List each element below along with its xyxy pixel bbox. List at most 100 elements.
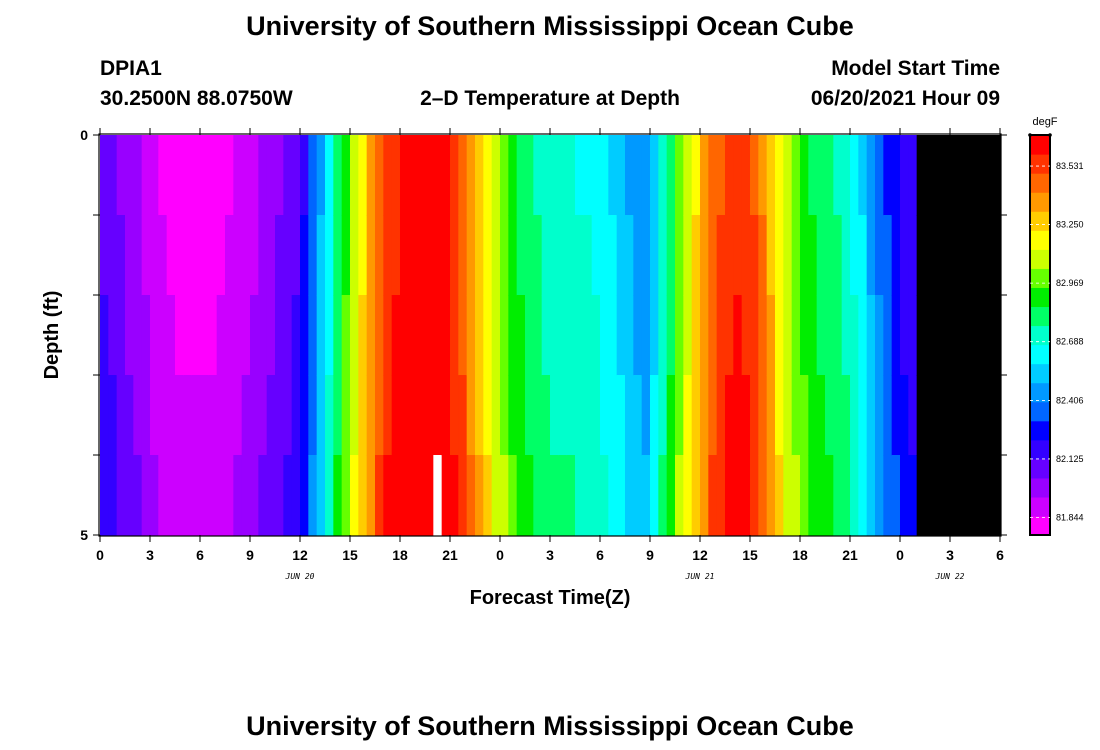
heatmap-cell (875, 375, 884, 456)
heatmap-cell (991, 455, 1001, 536)
heatmap-cell (825, 375, 834, 456)
heatmap-cell (891, 295, 901, 376)
heatmap-cell (733, 375, 743, 456)
heatmap-cell (266, 455, 276, 536)
heatmap-cell (641, 135, 651, 216)
heatmap-cell (858, 215, 868, 296)
heatmap-cell (275, 215, 284, 296)
heatmap-cell (800, 295, 809, 376)
heatmap-cell (358, 375, 368, 456)
heatmap-cell (800, 135, 809, 216)
heatmap-cell (475, 295, 484, 376)
heatmap-cell (758, 295, 768, 376)
heatmap-cell (825, 455, 834, 536)
heatmap-cell (133, 455, 143, 536)
heatmap-cell (791, 455, 801, 536)
heatmap-cell (666, 215, 676, 296)
heatmap-cell (691, 375, 701, 456)
heatmap-cell (191, 215, 201, 296)
heatmap-cell (783, 455, 793, 536)
heatmap-cell (616, 215, 626, 296)
heatmap-cell (975, 375, 984, 456)
heatmap-cell (691, 295, 701, 376)
heatmap-cell (300, 375, 309, 456)
heatmap-cell (133, 135, 143, 216)
heatmap-cell (141, 135, 151, 216)
heatmap-cell (366, 135, 376, 216)
heatmap-cell (383, 135, 393, 216)
heatmap-cell (983, 135, 993, 216)
chart-title: University of Southern Mississippi Ocean… (246, 11, 854, 41)
heatmap-cell (825, 215, 834, 296)
heatmap-cell (408, 215, 418, 296)
heatmap-cell (633, 295, 643, 376)
heatmap-cell (741, 455, 751, 536)
heatmap-cell (808, 295, 818, 376)
heatmap-cell (383, 295, 393, 376)
heatmap-cell (433, 375, 443, 456)
heatmap-cell (675, 375, 684, 456)
heatmap-cell (441, 295, 451, 376)
heatmap-cell (508, 375, 518, 456)
heatmap-cell (766, 455, 776, 536)
heatmap-cell (250, 135, 259, 216)
heatmap-cell (508, 295, 518, 376)
heatmap-cell (291, 375, 301, 456)
date-label: JUN 20 (285, 572, 315, 581)
heatmap-cell (208, 295, 218, 376)
heatmap-cell (316, 215, 326, 296)
heatmap-cell (400, 455, 409, 536)
heatmap-cell (983, 295, 993, 376)
heatmap-cell (283, 215, 293, 296)
heatmap-cell (308, 375, 318, 456)
heatmap-cell (700, 135, 709, 216)
heatmap-cell (100, 295, 109, 376)
heatmap-cell (191, 295, 201, 376)
heatmap-cell (700, 375, 709, 456)
heatmap-cell (875, 135, 884, 216)
heatmap-cell (766, 295, 776, 376)
heatmap-cell (891, 455, 901, 536)
heatmap-cell (816, 375, 826, 456)
heatmap-cell (341, 455, 351, 536)
heatmap-cell (200, 455, 209, 536)
heatmap-cell (675, 295, 684, 376)
missing-data-cell (433, 455, 443, 536)
heatmap-cell (516, 295, 526, 376)
heatmap-cell (100, 215, 109, 296)
heatmap-cell (408, 295, 418, 376)
heatmap-cell (483, 455, 493, 536)
heatmap-cell (791, 135, 801, 216)
heatmap-cell (416, 135, 426, 216)
heatmap-cell (375, 295, 384, 376)
heatmap-cell (250, 375, 259, 456)
heatmap-cell (266, 215, 276, 296)
heatmap-cell (666, 295, 676, 376)
heatmap-cell (500, 215, 509, 296)
heatmap-cell (550, 375, 559, 456)
heatmap-cell (875, 215, 884, 296)
colorbar-segment (1030, 401, 1050, 422)
colorbar-segment (1030, 154, 1050, 174)
heatmap-cell (808, 135, 818, 216)
heatmap-cell (708, 455, 718, 536)
heatmap-cell (600, 455, 609, 536)
heatmap-cell (741, 215, 751, 296)
heatmap-cell (508, 135, 518, 216)
heatmap-cell (508, 455, 518, 536)
heatmap-cell (158, 215, 168, 296)
heatmap-cell (116, 375, 126, 456)
heatmap-cell (216, 295, 226, 376)
heatmap-cell (658, 375, 668, 456)
heatmap-cell (950, 295, 959, 376)
heatmap-cell (200, 295, 209, 376)
heatmap-cell (300, 455, 309, 536)
heatmap-cell (833, 135, 843, 216)
heatmap-cell (658, 215, 668, 296)
heatmap-cell (458, 295, 468, 376)
heatmap-cell (900, 215, 909, 296)
heatmap-cell (141, 375, 151, 456)
heatmap-cell (416, 215, 426, 296)
heatmap-cell (975, 135, 984, 216)
heatmap-cell (408, 455, 418, 536)
